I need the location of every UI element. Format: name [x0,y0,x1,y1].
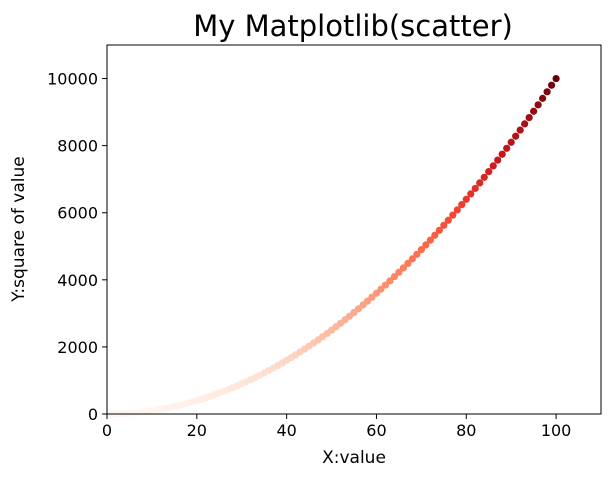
scatter-point [435,226,443,234]
y-tick-label: 6000 [57,204,98,223]
scatter-point [489,162,497,170]
scatter-point [476,179,484,187]
scatter-point [548,81,556,89]
scatter-point [539,94,547,102]
scatter-point [449,211,457,219]
scatter-point [417,246,425,254]
scatter-point [467,190,475,198]
scatter-point [552,74,560,83]
scatter-point [458,201,466,209]
scatter-point [471,184,479,193]
x-tick-label: 100 [541,421,572,440]
x-tick-label: 60 [366,421,386,440]
y-tick-label: 8000 [57,137,98,156]
scatter-point [399,264,407,272]
scatter-point [444,216,452,224]
y-tick-label: 10000 [47,70,98,89]
y-tick-label: 2000 [57,338,98,357]
scatter-point [404,259,412,268]
scatter-point [386,277,394,285]
scatter-point [503,144,511,152]
scatter-point [525,113,533,122]
x-tick-label: 40 [276,421,296,440]
scatter-point [453,206,461,214]
x-axis-ticks: 0 20 40 60 80 100 [102,414,571,440]
scatter-point [516,126,524,134]
scatter-point [534,101,542,109]
y-axis-ticks: 0 2000 4000 6000 8000 10000 [47,70,107,424]
scatter-point [512,132,520,140]
scatter-point [485,168,493,176]
scatter-point [408,255,416,263]
scatter-point [530,107,538,115]
x-axis-label: X:value [322,448,386,468]
scatter-point [426,236,434,244]
scatter-point [422,241,430,249]
x-tick-label: 80 [456,421,476,440]
scatter-point [440,221,448,229]
scatter-point [413,250,421,258]
scatter-point [494,156,502,164]
scatter-point [543,88,551,96]
scatter-point [390,273,399,281]
scatter-point [521,120,529,128]
scatter-point [395,268,403,276]
y-tick-label: 4000 [57,271,98,290]
x-tick-label: 0 [102,421,112,440]
y-tick-label: 0 [88,405,98,424]
scatter-points [107,74,560,418]
scatter-point [498,150,506,158]
scatter-point [431,231,439,239]
chart-title: My Matplotlib(scatter) [193,9,513,43]
plot-frame [106,44,602,415]
y-axis-label: Y:square of value [9,156,29,302]
scatter-point [480,173,488,181]
x-tick-label: 20 [187,421,207,440]
scatter-point [462,195,470,203]
scatter-point [507,138,515,146]
